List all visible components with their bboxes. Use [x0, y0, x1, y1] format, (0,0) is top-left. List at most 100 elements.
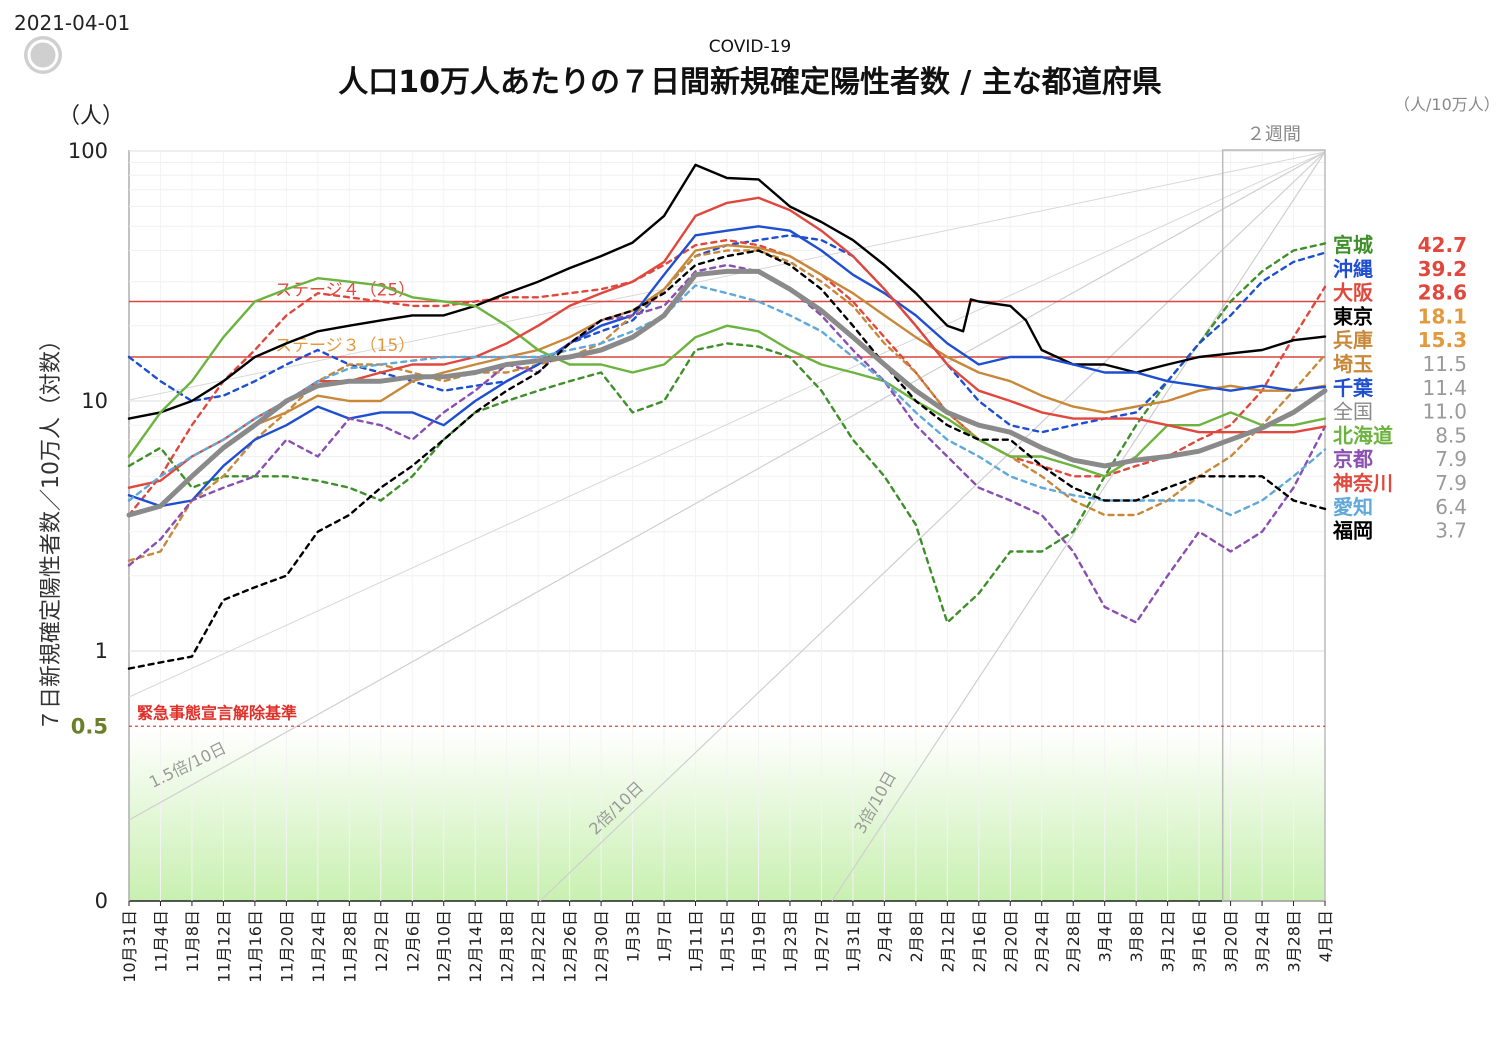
legend-value: 8.5 [1435, 423, 1467, 447]
x-tick-label: 4月1日 [1316, 910, 1335, 962]
x-tick-label: 1月23日 [781, 910, 800, 973]
x-tick-layer: 10月31日 11月4日 11月8日 11月12日 11月16日 11月20日 11月24日… [120, 901, 1335, 983]
growth-guide-line [539, 151, 1326, 902]
reference-line-label: 緊急事態宣言解除基準 [137, 703, 297, 722]
date-stamp: 2021-04-01 [14, 11, 130, 35]
series-line-宮城 [127, 242, 1327, 624]
x-tick-label: 1月27日 [812, 910, 831, 973]
legend: 宮城 42.7 沖縄 39.2 大阪 28.6 東京 18.1 兵庫 15.3 埼玉 11.5 千葉 11… [1332, 233, 1467, 543]
legend-name: 兵庫 [1333, 328, 1373, 352]
x-tick-label: 3月28日 [1285, 910, 1304, 973]
y-tick-label: 1 [95, 639, 108, 663]
series-line-埼玉 [127, 244, 1327, 517]
x-tick-label: 12月6日 [403, 910, 422, 973]
series-line-東京 [127, 163, 1327, 420]
x-tick-label: 11月20日 [277, 910, 296, 983]
growth-guide-line [128, 151, 1326, 401]
x-tick-label: 12月14日 [466, 910, 485, 983]
series-line-愛知 [127, 284, 1327, 517]
legend-value: 6.4 [1435, 495, 1467, 519]
x-tick-label: 12月22日 [529, 910, 548, 983]
x-tick-label: 11月8日 [183, 910, 202, 973]
legend-name: 福岡 [1332, 519, 1373, 543]
legend-name: 大阪 [1333, 281, 1374, 305]
two-week-box [1221, 149, 1326, 902]
x-tick-label: 12月30日 [592, 910, 611, 983]
series-line-全国 [126, 268, 1328, 518]
x-tick-label: 3月4日 [1096, 910, 1115, 962]
legend-value: 11.4 [1422, 376, 1467, 400]
legend-name: 千葉 [1333, 376, 1374, 400]
x-tick-label: 1月15日 [718, 910, 737, 973]
x-tick-label: 2月16日 [970, 910, 989, 973]
series-line-千葉 [127, 225, 1327, 508]
grid-layer [128, 150, 1326, 901]
legend-name: 愛知 [1333, 495, 1373, 519]
series-line-大阪 [127, 238, 1327, 517]
legend-name: 北海道 [1333, 423, 1393, 447]
growth-guide-line [128, 151, 1326, 821]
y-axis-title: ７日新規確定陽性者数／10万人（対数） [39, 329, 64, 731]
growth-guide-line [128, 151, 1326, 698]
y-unit-left: （人） [58, 104, 124, 129]
x-tick-label: 12月18日 [498, 910, 517, 983]
legend-name: 東京 [1333, 304, 1373, 328]
x-tick-label: 1月11日 [687, 910, 706, 973]
legend-name: 埼玉 [1333, 352, 1373, 376]
legend-name: 全国 [1333, 400, 1373, 424]
x-tick-label: 12月26日 [561, 910, 580, 983]
x-tick-label: 3月20日 [1222, 910, 1241, 973]
legend-value: 7.9 [1435, 447, 1467, 471]
x-tick-label: 3月24日 [1253, 910, 1272, 973]
series-line-福岡 [127, 249, 1327, 670]
chart-supertitle: COVID-19 [709, 37, 791, 57]
x-tick-label: 12月10日 [435, 910, 454, 983]
x-tick-label: 2月12日 [938, 910, 957, 973]
logo-icon [24, 36, 62, 74]
x-tick-label: 11月24日 [309, 910, 328, 983]
reference-line-layer: ステージ４（25）ステージ３（15）緊急事態宣言解除基準 [129, 281, 1325, 727]
x-tick-label: 3月8日 [1127, 910, 1146, 962]
legend-name: 宮城 [1333, 233, 1373, 257]
x-tick-label: 2月28日 [1064, 910, 1083, 973]
growth-guide-line [831, 151, 1326, 902]
x-tick-label: 1月19日 [749, 910, 768, 973]
reference-line-label: ステージ３（15） [275, 336, 415, 356]
legend-value: 28.6 [1418, 281, 1467, 305]
x-tick-label: 2月8日 [907, 910, 926, 962]
y-tick-label: 0 [95, 889, 108, 913]
legend-value: 3.7 [1435, 519, 1467, 543]
legend-value: 39.2 [1418, 257, 1467, 281]
x-tick-label: 12月2日 [372, 910, 391, 973]
legend-name: 神奈川 [1333, 471, 1393, 495]
x-tick-label: 1月7日 [655, 910, 674, 962]
x-tick-label: 3月16日 [1190, 910, 1209, 973]
x-tick-label: 11月12日 [214, 910, 233, 983]
x-tick-label: 11月4日 [151, 910, 170, 973]
x-tick-label: 11月16日 [246, 910, 265, 983]
series-layer [126, 163, 1328, 670]
x-tick-label: 2月24日 [1033, 910, 1052, 973]
y-tick-layer: 100 10 1 0.5 0 [68, 139, 108, 913]
legend-value: 7.9 [1435, 471, 1467, 495]
legend-value: 11.0 [1422, 400, 1467, 424]
series-line-神奈川 [127, 196, 1327, 489]
chart-title: 人口10万人あたりの７日間新規確定陽性者数 / 主な都道府県 [338, 65, 1162, 100]
legend-name: 京都 [1333, 447, 1373, 471]
y-tick-label: 10 [81, 389, 108, 413]
legend-value: 15.3 [1418, 328, 1467, 352]
x-tick-label: 3月12日 [1159, 910, 1178, 973]
y-unit-right: （人/10万人） [1394, 95, 1500, 114]
x-tick-label: 1月31日 [844, 910, 863, 973]
x-tick-label: 2月4日 [875, 910, 894, 962]
y-tick-label: 0.5 [71, 714, 108, 738]
legend-value: 18.1 [1418, 304, 1467, 328]
x-tick-label: 10月31日 [120, 910, 139, 983]
legend-name: 沖縄 [1333, 257, 1373, 281]
series-line-兵庫 [127, 249, 1327, 562]
x-tick-label: 2月20日 [1001, 910, 1020, 973]
legend-value: 11.5 [1422, 352, 1467, 376]
two-week-label: ２週間 [1247, 124, 1301, 145]
